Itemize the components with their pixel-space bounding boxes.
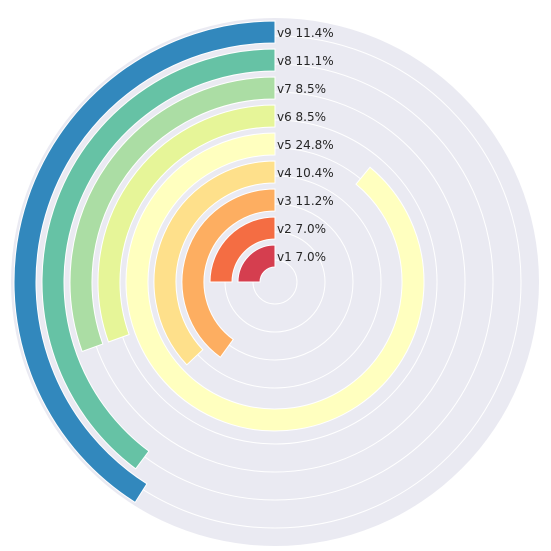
bar-label-6: v6 8.5% xyxy=(277,110,326,124)
bar-label-7: v7 8.5% xyxy=(277,82,326,96)
bar-label-2: v2 7.0% xyxy=(277,222,326,236)
bar-5 xyxy=(125,132,425,432)
bar-3 xyxy=(181,188,276,358)
bar-label-5: v5 24.8% xyxy=(277,138,334,152)
labels: v1 7.0% v2 7.0% v3 11.2% v4 10.4% v5 24.8% v6… xyxy=(277,26,334,264)
bar-label-8: v8 11.1% xyxy=(277,54,334,68)
bars xyxy=(13,20,425,504)
bar-1 xyxy=(237,244,276,283)
bar-label-1: v1 7.0% xyxy=(277,250,326,264)
bar-6 xyxy=(97,104,276,343)
bar-4 xyxy=(153,160,276,366)
bar-label-9: v9 11.4% xyxy=(277,26,334,40)
bar-2 xyxy=(209,216,276,283)
bar-label-3: v3 11.2% xyxy=(277,194,334,208)
bar-label-4: v4 10.4% xyxy=(277,166,334,180)
bar-8 xyxy=(41,48,276,470)
bar-9 xyxy=(13,20,276,504)
bar-7 xyxy=(69,76,276,353)
